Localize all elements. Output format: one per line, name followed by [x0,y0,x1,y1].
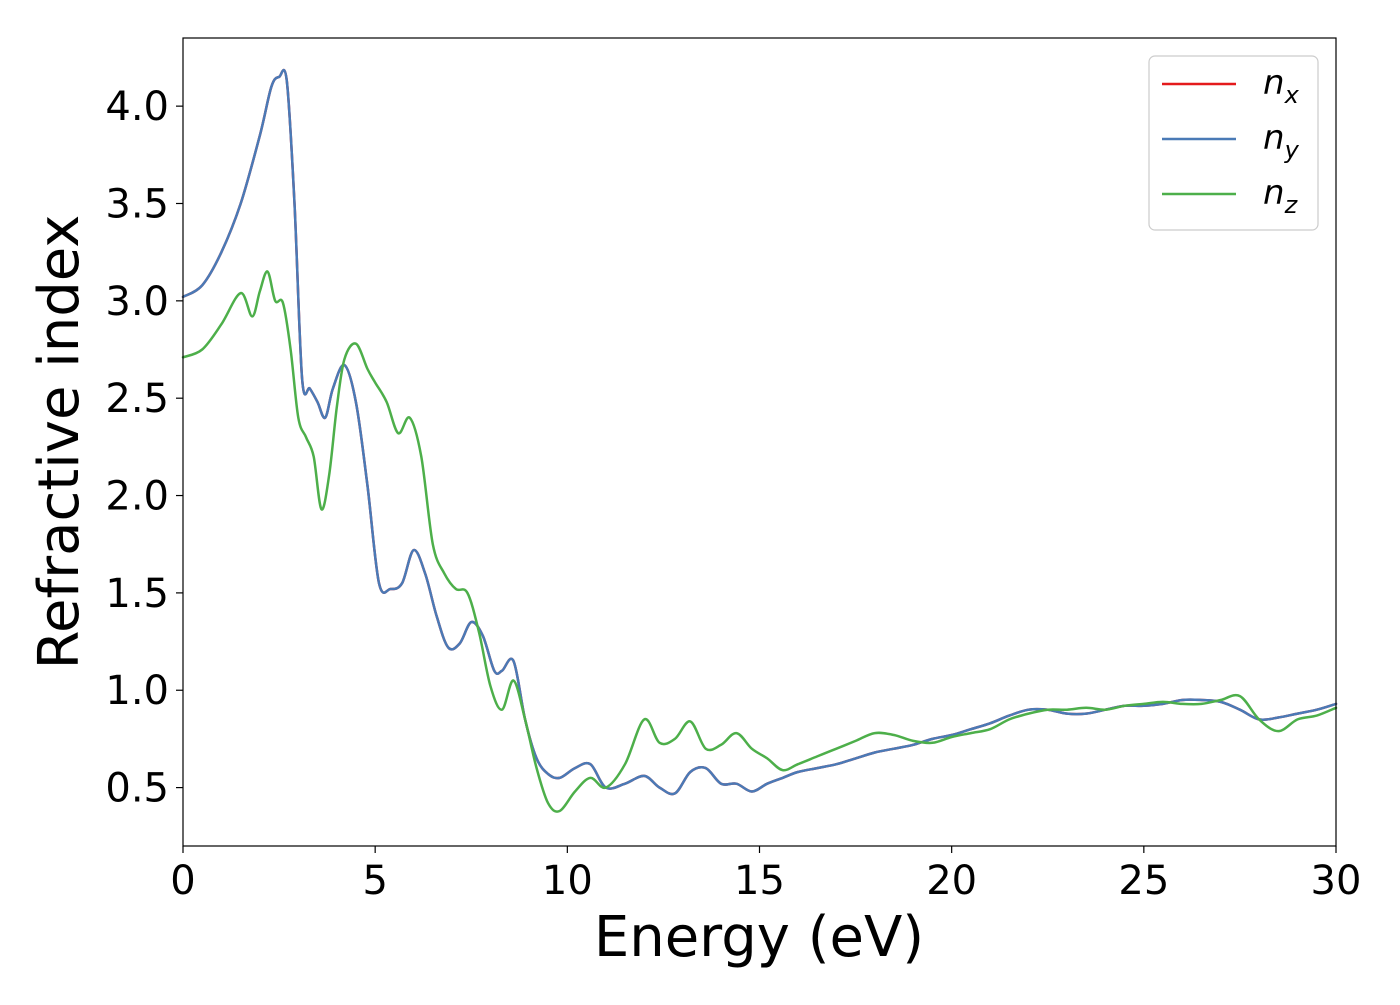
x-tick-label: 10 [542,858,593,904]
legend: nx ny nz [1148,55,1319,231]
series-line-y [181,68,1338,796]
y-tick-label: 0.5 [105,766,169,812]
legend-label-z: nz [1263,173,1299,219]
x-axis-title: Energy (eV) [594,905,924,970]
legend-label-y: ny [1263,118,1300,164]
plot-area [183,38,1336,846]
y-axis-title: Refractive index [27,215,92,670]
series-layer [181,68,1338,813]
legend-label-x: nx [1263,63,1300,109]
y-tick-label: 4.0 [105,84,169,130]
y-axis: 0.5 1.0 1.5 2.0 2.5 3.0 3.5 4.0 [105,84,183,812]
y-tick-label: 1.0 [105,668,169,714]
y-tick-label: 2.0 [105,474,169,520]
y-tick-label: 2.5 [105,376,169,422]
y-tick-label: 3.0 [105,279,169,325]
x-tick-label: 25 [1118,858,1169,904]
x-axis: 0 5 10 15 20 25 30 [170,846,1361,904]
y-tick-label: 1.5 [105,571,169,617]
y-tick-label: 3.5 [105,181,169,227]
x-tick-label: 15 [734,858,785,904]
series-line-z [181,270,1338,813]
x-tick-label: 5 [362,858,387,904]
legend-box [1148,55,1319,231]
x-tick-label: 0 [170,858,195,904]
x-tick-label: 20 [926,858,977,904]
x-tick-label: 30 [1311,858,1362,904]
